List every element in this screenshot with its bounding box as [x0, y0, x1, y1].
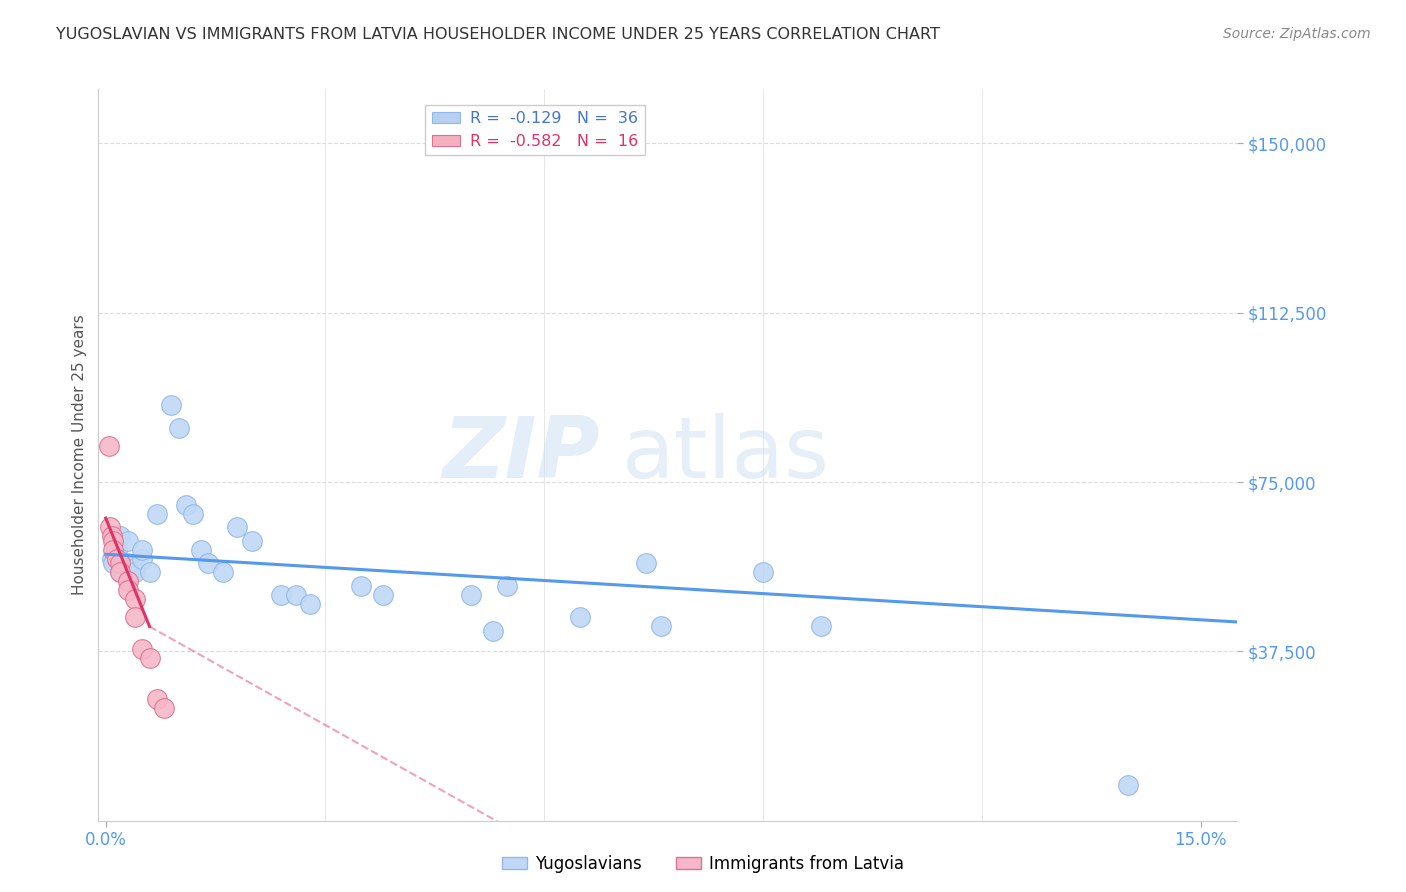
Legend: R =  -0.129   N =  36, R =  -0.582   N =  16: R = -0.129 N = 36, R = -0.582 N = 16: [425, 104, 644, 155]
Point: [146, 691, 169, 706]
Point: [270, 588, 292, 602]
Text: Source: ZipAtlas.com: Source: ZipAtlas.com: [1223, 27, 1371, 41]
Point: [481, 624, 503, 638]
Point: [299, 597, 322, 611]
Point: [350, 579, 373, 593]
Point: [98, 520, 121, 534]
Point: [211, 566, 233, 580]
Point: [124, 592, 146, 607]
Point: [124, 566, 146, 580]
Point: [174, 498, 197, 512]
Point: [160, 398, 183, 412]
Point: [101, 556, 124, 570]
Point: [752, 566, 775, 580]
Point: [110, 566, 132, 580]
Point: [105, 551, 128, 566]
Point: [110, 556, 132, 570]
Point: [117, 583, 139, 598]
Point: [810, 619, 832, 633]
Point: [117, 556, 139, 570]
Point: [97, 439, 120, 453]
Point: [1116, 778, 1139, 792]
Point: [190, 542, 212, 557]
Point: [101, 542, 124, 557]
Point: [240, 533, 263, 548]
Point: [131, 542, 153, 557]
Legend: Yugoslavians, Immigrants from Latvia: Yugoslavians, Immigrants from Latvia: [495, 848, 911, 880]
Y-axis label: Householder Income Under 25 years: Householder Income Under 25 years: [72, 315, 87, 595]
Point: [117, 533, 139, 548]
Point: [131, 551, 153, 566]
Point: [167, 421, 190, 435]
Point: [634, 556, 657, 570]
Point: [138, 566, 160, 580]
Point: [101, 533, 124, 548]
Point: [110, 529, 132, 543]
Point: [124, 610, 146, 624]
Text: ZIP: ZIP: [441, 413, 599, 497]
Point: [110, 566, 132, 580]
Text: atlas: atlas: [623, 413, 831, 497]
Text: YUGOSLAVIAN VS IMMIGRANTS FROM LATVIA HOUSEHOLDER INCOME UNDER 25 YEARS CORRELAT: YUGOSLAVIAN VS IMMIGRANTS FROM LATVIA HO…: [56, 27, 941, 42]
Point: [153, 700, 176, 714]
Point: [183, 507, 205, 521]
Point: [496, 579, 519, 593]
Point: [105, 542, 128, 557]
Point: [197, 556, 219, 570]
Point: [100, 529, 122, 543]
Point: [284, 588, 307, 602]
Point: [131, 642, 153, 657]
Point: [371, 588, 394, 602]
Point: [138, 651, 160, 665]
Point: [226, 520, 249, 534]
Point: [650, 619, 672, 633]
Point: [569, 610, 592, 624]
Point: [146, 507, 169, 521]
Point: [100, 551, 122, 566]
Point: [117, 574, 139, 589]
Point: [460, 588, 482, 602]
Point: [124, 561, 146, 575]
